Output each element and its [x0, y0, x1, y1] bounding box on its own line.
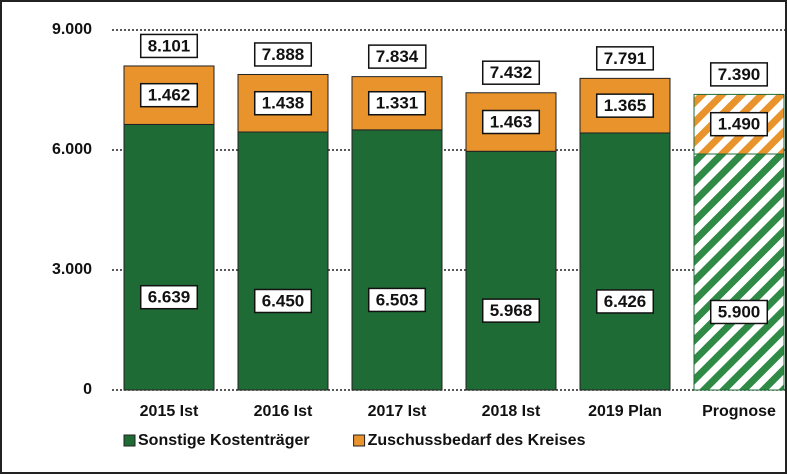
x-tick-label: 2017 Ist [368, 403, 427, 420]
value-label: 1.490 [718, 115, 761, 134]
x-tick-label: 2018 Ist [482, 403, 541, 420]
total-label: 7.888 [262, 45, 305, 64]
y-tick-label: 0 [83, 381, 92, 398]
y-tick-label: 9.000 [52, 21, 92, 38]
bar-segment [465, 150, 557, 391]
x-tick-label: 2015 Ist [140, 403, 199, 420]
bar-segment [579, 132, 671, 391]
value-label-box [139, 82, 199, 108]
x-tick-label: 2016 Ist [254, 403, 313, 420]
value-label: 6.639 [148, 288, 191, 307]
legend-label: Zuschussbedarf des Kreises [368, 432, 586, 449]
total-label-box [139, 33, 199, 59]
x-tick-label: 2019 Plan [588, 403, 662, 420]
value-label: 6.450 [262, 291, 305, 310]
total-label: 7.390 [718, 65, 761, 84]
value-label-box [367, 287, 427, 313]
value-label: 6.503 [376, 290, 419, 309]
total-label: 7.834 [376, 47, 419, 66]
value-label: 6.426 [604, 292, 647, 311]
legend-label: Sonstige Kostenträger [138, 432, 310, 449]
value-label-box [709, 299, 769, 325]
bar-segment [237, 131, 329, 391]
value-label-box [367, 90, 427, 116]
value-label-box [481, 109, 541, 135]
value-label: 5.968 [490, 301, 533, 320]
total-label: 7.432 [490, 63, 533, 82]
value-label-box [253, 288, 313, 314]
x-tick-label: Prognose [702, 403, 776, 420]
value-label: 1.463 [490, 113, 533, 132]
bar-segment [123, 123, 215, 391]
value-label-box [709, 111, 769, 137]
total-label-box [709, 62, 769, 87]
bar-segment [693, 153, 785, 391]
total-label: 7.791 [604, 49, 647, 68]
value-label-box [253, 90, 313, 116]
value-label: 5.900 [718, 302, 761, 321]
y-tick-label: 6.000 [52, 141, 92, 158]
value-label-box [595, 93, 655, 118]
total-label: 8.101 [148, 36, 191, 55]
total-label-box [253, 42, 313, 67]
total-label-box [367, 44, 427, 69]
value-label-box [481, 298, 541, 323]
legend-swatch [123, 434, 136, 447]
total-label-box [595, 46, 655, 71]
total-label-box [481, 60, 541, 85]
value-label-box [595, 289, 655, 314]
value-label: 1.438 [262, 94, 305, 113]
bar-segment [351, 129, 443, 391]
value-label: 1.462 [148, 86, 191, 105]
legend-swatch [353, 434, 366, 447]
value-label: 1.331 [376, 94, 419, 113]
value-label: 1.365 [604, 96, 647, 115]
value-label-box [139, 284, 199, 310]
y-tick-label: 3.000 [52, 261, 92, 278]
